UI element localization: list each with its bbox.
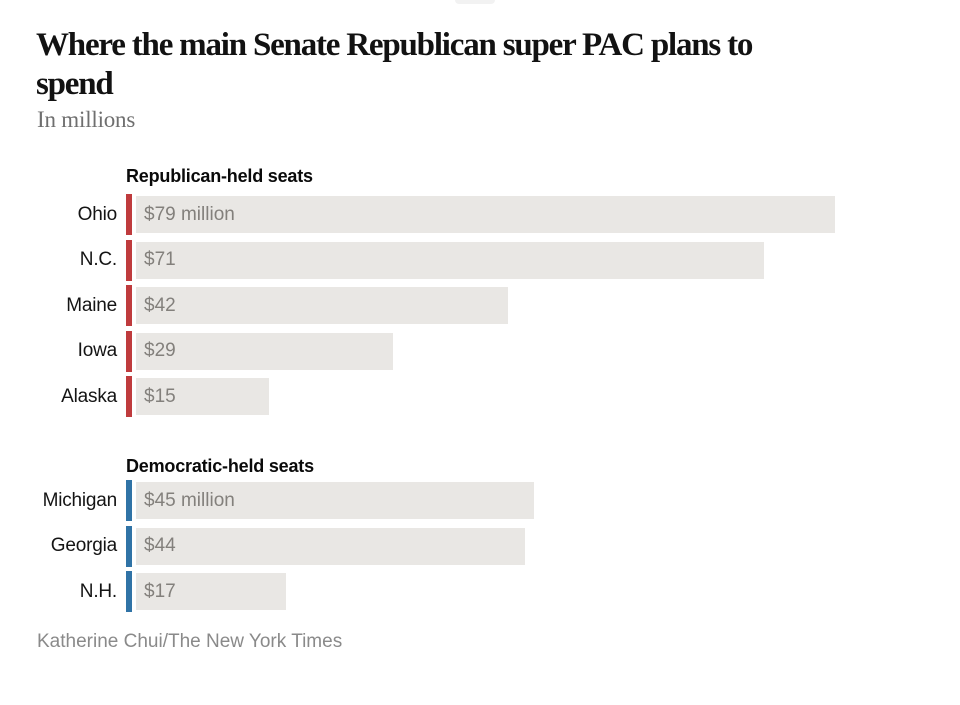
bar-accent <box>126 480 132 522</box>
bar-value-label: $45 million <box>144 489 235 511</box>
bar-accent <box>126 571 132 613</box>
row-label: N.C. <box>79 249 117 271</box>
bar-row: Ohio $79 million <box>36 192 960 238</box>
row-label: Iowa <box>77 340 118 362</box>
row-label: Alaska <box>61 385 117 407</box>
bar: $17 <box>136 573 286 611</box>
bar-accent <box>126 376 132 418</box>
bar: $15 <box>136 378 269 416</box>
row-label: N.H. <box>79 580 117 602</box>
row-label: Ohio <box>77 203 118 225</box>
chart-title-line1: Where the main Senate Republican super P… <box>36 27 753 63</box>
chart-title-line2: spend <box>36 66 114 102</box>
bar-accent <box>126 525 132 567</box>
bar-row: N.H. $17 <box>36 569 960 615</box>
chart-subtitle: In millions <box>37 107 136 132</box>
bar-row: Alaska $15 <box>36 374 960 420</box>
republican-bar-group: Ohio $79 million N.C. $71 Maine $42 Iowa $29 Ala… <box>36 192 960 420</box>
bar-value-label: $79 million <box>144 203 235 225</box>
bar-row: N.C. $71 <box>36 238 960 284</box>
bar: $79 million <box>136 196 835 234</box>
row-label: Michigan <box>42 489 118 511</box>
bar: $29 <box>136 332 393 370</box>
democratic-bar-group: Michigan $45 million Georgia $44 N.H. $17 <box>36 478 960 615</box>
section-header-republican: Republican-held seats <box>126 166 313 186</box>
bar-accent <box>126 330 132 372</box>
bar-value-label: $42 <box>144 294 176 316</box>
bar-value-label: $71 <box>144 249 176 271</box>
bar-accent <box>126 239 132 281</box>
bar-accent <box>126 194 132 236</box>
bar-value-label: $44 <box>144 535 176 557</box>
bar: $71 <box>136 241 764 279</box>
chart-title: Where the main Senate Republican super P… <box>36 26 836 104</box>
bar: $44 <box>136 527 525 565</box>
section-header-democratic: Democratic-held seats <box>126 456 314 476</box>
row-label: Maine <box>66 294 117 316</box>
bar: $45 million <box>136 482 534 520</box>
bar-value-label: $29 <box>144 340 176 362</box>
bar: $42 <box>136 287 508 325</box>
bar-row: Michigan $45 million <box>36 478 960 524</box>
bar-accent <box>126 285 132 327</box>
bar-value-label: $17 <box>144 580 176 602</box>
bar-row: Iowa $29 <box>36 329 960 375</box>
bar-value-label: $15 <box>144 385 176 407</box>
bar-row: Georgia $44 <box>36 524 960 570</box>
bar-row: Maine $42 <box>36 283 960 329</box>
chart-credit: Katherine Chui/The New York Times <box>37 631 343 652</box>
row-label: Georgia <box>50 535 117 557</box>
top-edge-artifact <box>455 0 495 4</box>
